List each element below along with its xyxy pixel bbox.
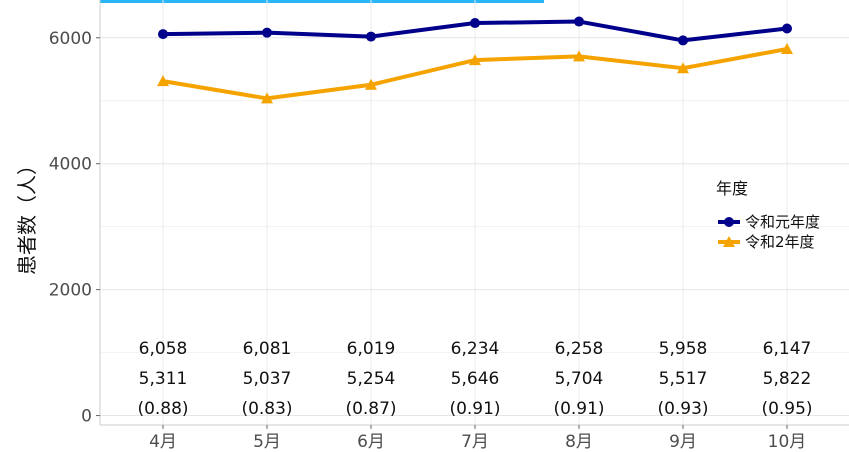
legend-key-marker bbox=[724, 217, 734, 227]
y-axis: 0 2000 4000 6000 bbox=[49, 0, 101, 427]
data-point-marker bbox=[158, 29, 168, 40]
x-tick-label: 7月 bbox=[461, 432, 489, 452]
x-tick-label: 4月 bbox=[149, 432, 177, 452]
value-label: 6,081 bbox=[243, 339, 292, 359]
ratio-label: (0.87) bbox=[345, 399, 396, 419]
data-point-marker bbox=[157, 75, 169, 87]
legend-label: 令和2年度 bbox=[745, 233, 815, 251]
title-strip bbox=[100, 0, 544, 3]
value-label: 5,517 bbox=[659, 369, 708, 389]
value-label: 6,258 bbox=[555, 339, 604, 359]
x-tick-label: 9月 bbox=[669, 432, 697, 452]
value-label: 5,646 bbox=[451, 369, 500, 389]
data-point-marker bbox=[781, 42, 793, 54]
x-tick-label: 10月 bbox=[768, 432, 807, 452]
series-layer bbox=[157, 16, 793, 104]
legend-key-marker bbox=[723, 236, 735, 247]
y-tick-label: 6000 bbox=[49, 29, 92, 49]
data-point-marker bbox=[677, 62, 689, 74]
ratio-label: (0.93) bbox=[657, 399, 708, 419]
data-point-marker bbox=[262, 27, 272, 38]
grid bbox=[100, 0, 849, 425]
data-point-marker bbox=[573, 50, 585, 62]
value-annotations: 6,058 6,081 6,019 6,234 6,258 5,958 6,147 5,311… bbox=[137, 339, 812, 419]
x-tick-label: 5月 bbox=[253, 432, 281, 452]
data-point-marker bbox=[261, 92, 273, 104]
y-tick-label: 2000 bbox=[49, 281, 92, 301]
data-point-marker bbox=[574, 16, 584, 27]
ratio-label: (0.95) bbox=[761, 399, 812, 419]
legend-title: 年度 bbox=[716, 179, 748, 198]
ratio-label: (0.91) bbox=[553, 399, 604, 419]
x-tick-label: 8月 bbox=[565, 432, 593, 452]
value-label: 5,254 bbox=[347, 369, 396, 389]
value-label: 6,147 bbox=[763, 339, 812, 359]
value-label: 5,311 bbox=[139, 369, 188, 389]
x-axis: 4月 5月 6月 7月 8月 9月 10月 bbox=[100, 424, 849, 452]
data-point-marker bbox=[470, 18, 480, 29]
value-label: 5,704 bbox=[555, 369, 604, 389]
x-tick-label: 6月 bbox=[357, 432, 385, 452]
legend-label: 令和元年度 bbox=[745, 213, 820, 231]
data-point-marker bbox=[678, 35, 688, 46]
y-tick-label: 0 bbox=[81, 407, 92, 427]
data-point-marker bbox=[469, 54, 481, 66]
data-point-marker bbox=[782, 23, 792, 34]
value-label: 5,822 bbox=[763, 369, 812, 389]
ratio-label: (0.83) bbox=[241, 399, 292, 419]
data-point-marker bbox=[365, 78, 377, 90]
ratio-label: (0.91) bbox=[449, 399, 500, 419]
y-tick-label: 4000 bbox=[49, 155, 92, 175]
value-label: 5,958 bbox=[659, 339, 708, 359]
value-label: 5,037 bbox=[243, 369, 292, 389]
value-label: 6,234 bbox=[451, 339, 500, 359]
y-axis-title: 患者数（人） bbox=[15, 155, 39, 275]
data-point-marker bbox=[366, 31, 376, 42]
value-label: 6,058 bbox=[139, 339, 188, 359]
ratio-label: (0.88) bbox=[137, 399, 188, 419]
value-label: 6,019 bbox=[347, 339, 396, 359]
